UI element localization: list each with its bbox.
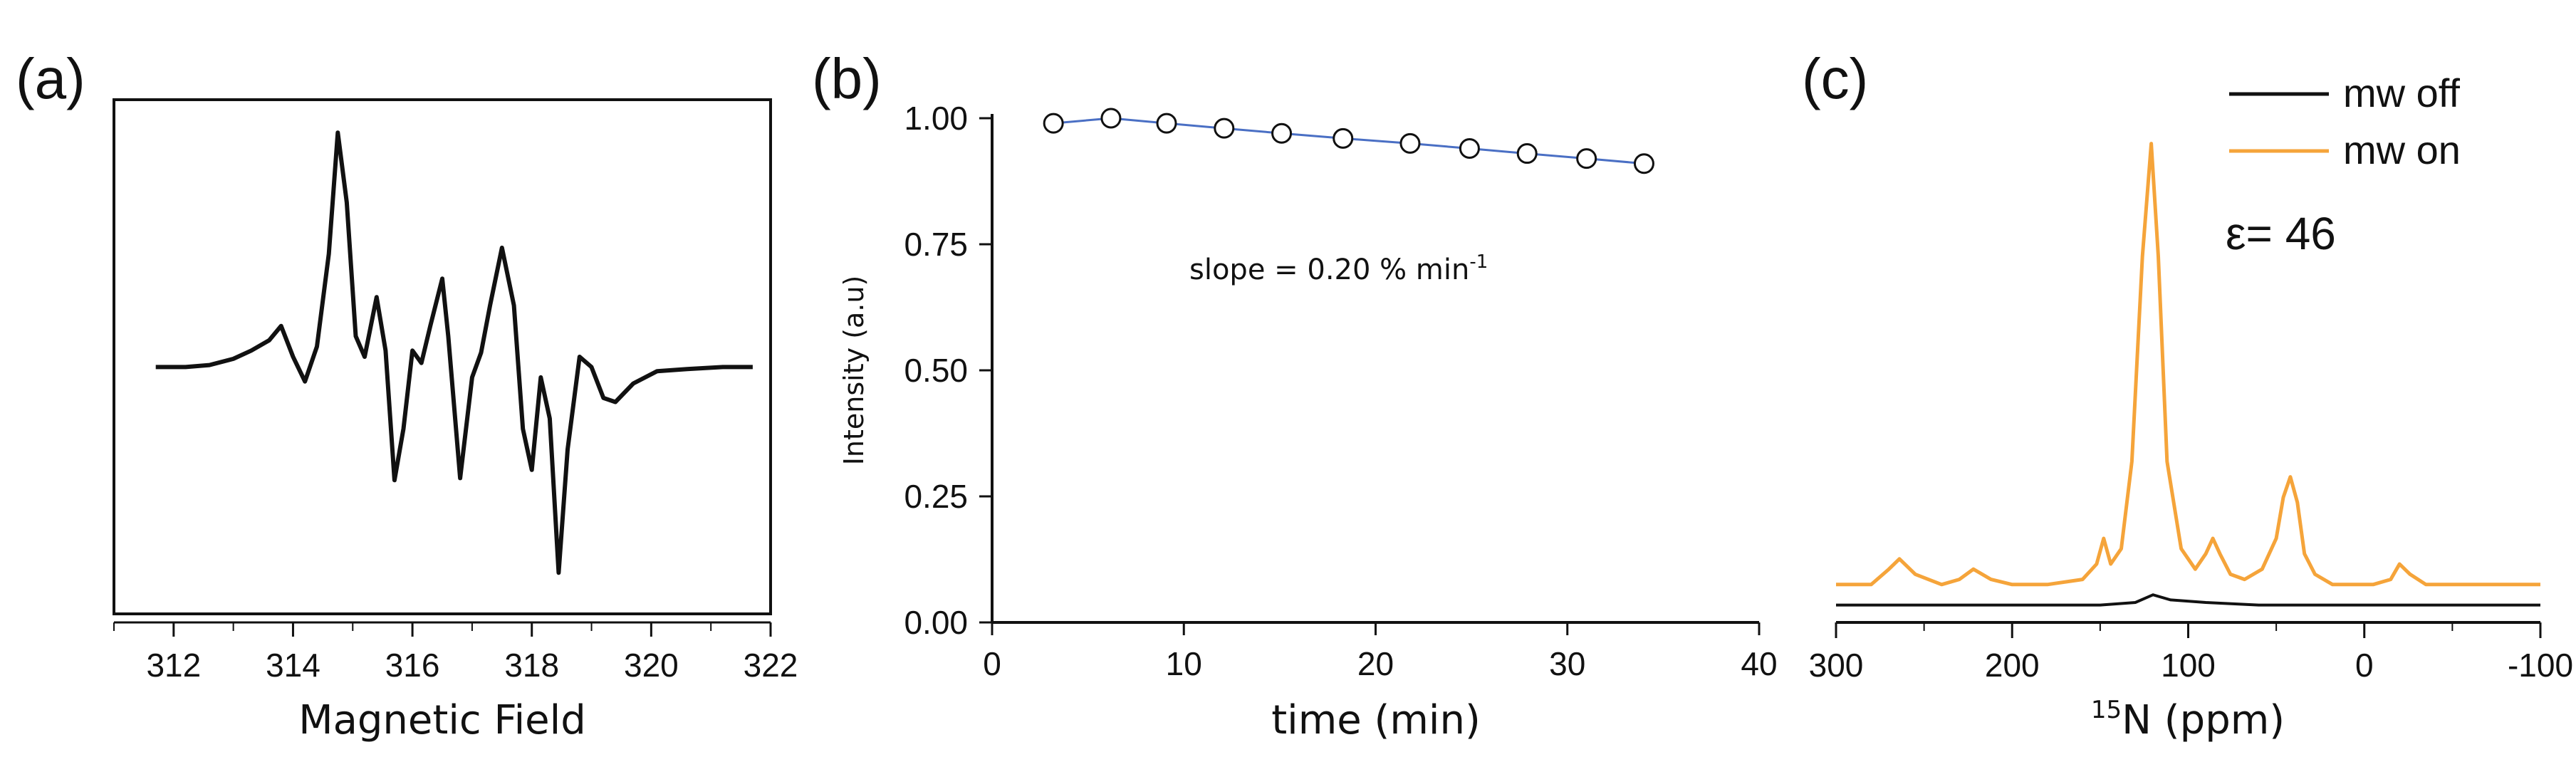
- legend-label-mw-on: mw on: [2343, 127, 2461, 172]
- b-data-point: [1214, 118, 1235, 139]
- a-x-tick-label: 320: [624, 647, 679, 684]
- panel-c-series-mw-on: [1836, 142, 2540, 587]
- b-data-point: [1516, 143, 1538, 165]
- b-data-point: [1271, 122, 1293, 144]
- b-x-tick-label: 30: [1549, 645, 1585, 682]
- b-y-tick-label: 0.75: [904, 226, 968, 263]
- a-x-tick-label: 314: [266, 647, 320, 684]
- slope-superscript: -1: [1469, 251, 1488, 273]
- b-data-point: [1459, 137, 1480, 159]
- panel-c-legend: mw off mw on: [2229, 71, 2461, 172]
- b-data-point: [1633, 153, 1654, 174]
- b-x-tick-label: 0: [983, 645, 1001, 682]
- b-data-point: [1333, 127, 1354, 149]
- panel-b-label: (b): [812, 47, 882, 110]
- b-y-tick-label: 0.25: [904, 478, 968, 515]
- panel-b-annotation: slope = 0.20 % min-1: [1189, 251, 1488, 286]
- b-x-tick-label: 20: [1357, 645, 1394, 682]
- panel-b-x-label: time (min): [1271, 697, 1481, 743]
- panel-a-x-label: Magnetic Field: [298, 697, 585, 743]
- b-x-tick-label: 40: [1741, 645, 1777, 682]
- b-y-tick-label: 0.00: [904, 604, 968, 641]
- b-data-point: [1399, 132, 1421, 154]
- a-x-tick-label: 316: [385, 647, 440, 684]
- panel-b-points: [1043, 108, 1654, 174]
- panel-b-ticks: 0 10 20 30 40 0.00 0.25 0.50 0.75 1.00: [904, 100, 1777, 682]
- a-x-tick-label: 318: [504, 647, 559, 684]
- x-label-superscript: 15: [2091, 696, 2122, 724]
- panel-a-epr-curve: [155, 130, 753, 575]
- legend-label-mw-off: mw off: [2343, 71, 2460, 115]
- b-data-point: [1156, 113, 1177, 134]
- c-x-tick-label: 0: [2355, 647, 2374, 684]
- panel-c-series-mw-off: [1836, 593, 2540, 607]
- panel-b-y-label: Intensity (a.u): [838, 276, 870, 466]
- c-x-tick-label: -100: [2508, 647, 2573, 684]
- b-data-point: [1576, 148, 1597, 169]
- c-x-tick-label: 200: [1985, 647, 2040, 684]
- x-label-text: N (ppm): [2122, 697, 2285, 743]
- panel-c-x-label: 15N (ppm): [2091, 696, 2285, 743]
- a-x-tick-label: 322: [744, 647, 798, 684]
- b-x-tick-label: 10: [1166, 645, 1202, 682]
- panel-c-label: (c): [1802, 47, 1868, 110]
- a-x-tick-label: 312: [146, 647, 201, 684]
- b-y-tick-label: 1.00: [904, 100, 968, 137]
- c-x-tick-label: 300: [1809, 647, 1864, 684]
- panel-a-x-ticks: 312 314 316 318 320 322: [113, 621, 798, 684]
- panel-a: (a) 312 314 316 318 320 322 Magnetic Field: [16, 47, 798, 743]
- panel-a-label: (a): [16, 47, 85, 110]
- panel-c: (c) 300 200 100 0 -100 mw off mw on ε= 46 15…: [1802, 47, 2573, 743]
- b-y-tick-label: 0.50: [904, 352, 968, 389]
- b-data-point: [1100, 108, 1122, 129]
- panel-b: (b) 0 10 20 30 40 0.00 0.25 0.50 0.75 1.00 slope …: [812, 47, 1778, 743]
- c-x-tick-label: 100: [2161, 647, 2216, 684]
- b-data-point: [1043, 113, 1064, 134]
- panel-c-ticks: 300 200 100 0 -100: [1809, 622, 2573, 684]
- slope-text: slope = 0.20 % min: [1189, 254, 1469, 286]
- panel-a-frame: [113, 98, 772, 615]
- panel-c-enhancement: ε= 46: [2226, 208, 2336, 259]
